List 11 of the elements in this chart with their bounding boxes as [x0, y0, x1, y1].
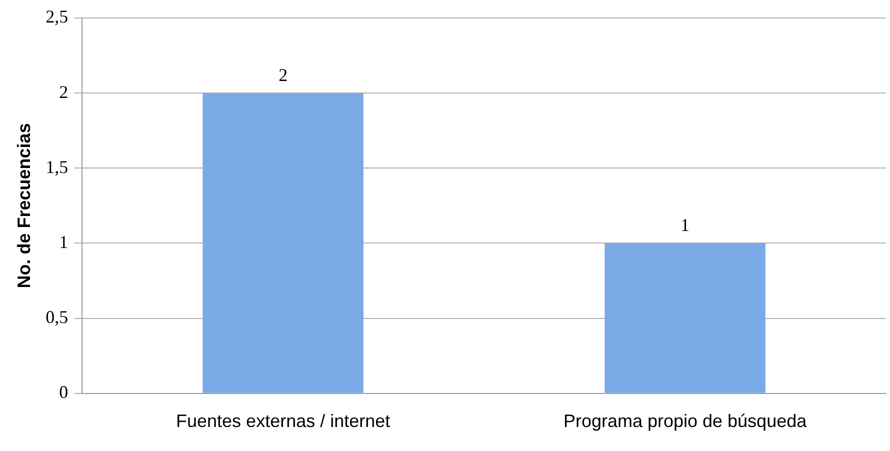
y-tick-label: 1,5 — [46, 156, 68, 177]
y-tick-label: 0 — [59, 382, 68, 402]
y-tick-label: 2,5 — [46, 6, 68, 27]
y-axis-title: No. de Frecuencias — [14, 123, 34, 288]
x-tick-label: Programa propio de búsqueda — [563, 411, 808, 432]
data-label: 2 — [278, 64, 288, 85]
x-tick-label: Fuentes externas / internet — [176, 411, 390, 432]
data-label: 1 — [680, 214, 690, 235]
y-tick-label: 1 — [59, 232, 68, 252]
y-tick-label: 0,5 — [46, 307, 68, 328]
y-tick-label: 2 — [59, 82, 68, 102]
